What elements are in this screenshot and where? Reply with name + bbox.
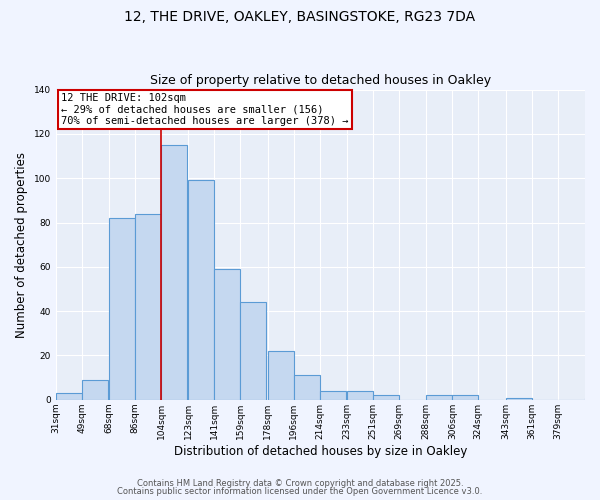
Bar [585,398,600,400]
Bar [506,398,532,400]
Text: Contains public sector information licensed under the Open Government Licence v3: Contains public sector information licen… [118,487,482,496]
Bar [347,391,373,400]
Text: 12 THE DRIVE: 102sqm
← 29% of detached houses are smaller (156)
70% of semi-deta: 12 THE DRIVE: 102sqm ← 29% of detached h… [61,92,349,126]
Bar [373,396,399,400]
Bar [320,391,346,400]
Text: Contains HM Land Registry data © Crown copyright and database right 2025.: Contains HM Land Registry data © Crown c… [137,478,463,488]
Title: Size of property relative to detached houses in Oakley: Size of property relative to detached ho… [150,74,491,87]
X-axis label: Distribution of detached houses by size in Oakley: Distribution of detached houses by size … [173,444,467,458]
Bar [452,396,478,400]
Text: 12, THE DRIVE, OAKLEY, BASINGSTOKE, RG23 7DA: 12, THE DRIVE, OAKLEY, BASINGSTOKE, RG23… [124,10,476,24]
Bar [427,396,452,400]
Bar [82,380,107,400]
Bar [188,180,214,400]
Bar [135,214,161,400]
Y-axis label: Number of detached properties: Number of detached properties [15,152,28,338]
Bar [56,393,82,400]
Bar [240,302,266,400]
Bar [293,376,320,400]
Bar [161,145,187,400]
Bar [268,351,293,400]
Bar [214,269,240,400]
Bar [109,218,135,400]
